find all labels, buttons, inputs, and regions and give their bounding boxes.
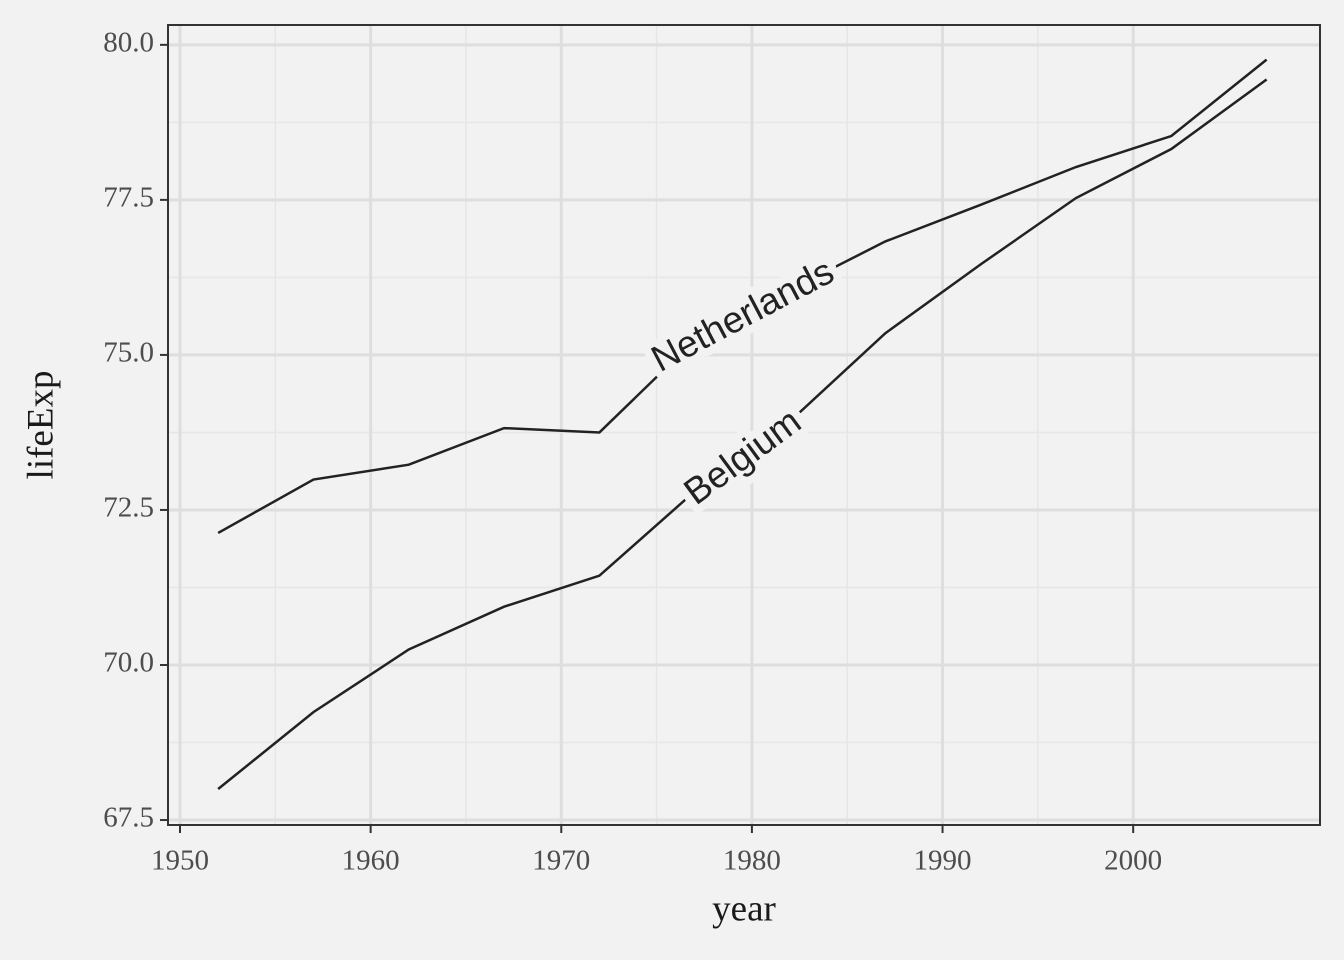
x-tick-label: 1960 <box>342 845 400 877</box>
x-tick-label: 2000 <box>1104 845 1162 877</box>
y-tick-label: 80.0 <box>103 27 154 59</box>
series-label: Netherlands <box>645 250 841 379</box>
x-tick-label: 1990 <box>914 845 972 877</box>
series-label: Belgium <box>676 400 808 512</box>
series-line <box>217 78 1268 791</box>
y-axis-title: lifeExp <box>20 371 61 480</box>
y-tick-label: 70.0 <box>103 647 154 679</box>
y-tick-label: 67.5 <box>103 802 154 834</box>
x-tick-label: 1980 <box>723 845 781 877</box>
y-tick-label: 77.5 <box>103 182 154 214</box>
panel-border <box>167 24 1321 826</box>
x-tick-label: 1970 <box>532 845 590 877</box>
y-tick-label: 75.0 <box>103 337 154 369</box>
series-line <box>217 58 1268 534</box>
y-tick-label: 72.5 <box>103 492 154 524</box>
x-tick-label: 1950 <box>151 845 209 877</box>
x-axis-title: year <box>712 888 776 929</box>
